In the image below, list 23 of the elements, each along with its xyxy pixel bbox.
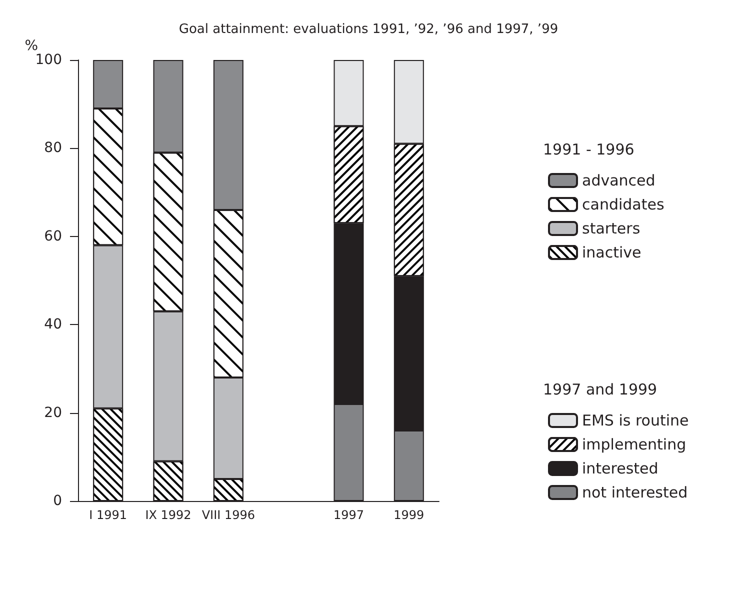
x-tick-label: IX 1992 [145,508,192,522]
y-tick-label: 60 [44,228,62,244]
text: 1991 - 1996 [543,140,634,158]
legend-label: implementing [582,436,686,454]
x-tick-label: I 1991 [89,508,128,522]
text: 1997 and 1999 [543,380,658,398]
legend-label: advanced [582,172,656,190]
y-axis-title: % [24,38,38,54]
chart-title: Goal attainment: evaluations 1991, ’92, ’96 and 1997, ’99 [178,22,558,37]
legend-label: EMS is routine [582,412,689,430]
y-tick-label: 100 [35,52,62,68]
legend-label: starters [582,220,640,238]
legend-label: not interested [582,484,688,502]
y-tick-label: 80 [44,140,62,156]
y-tick-label: 20 [44,404,62,421]
x-tick-label: VIII 1996 [202,508,256,522]
legend-label: interested [582,460,658,478]
legend-label: inactive [582,244,642,262]
y-tick-label: 0 [53,493,62,509]
legend-label: candidates [582,196,664,214]
x-tick-label: 1999 [394,508,424,522]
y-tick-label: 40 [44,316,62,333]
x-tick-label: 1997 [333,508,364,522]
